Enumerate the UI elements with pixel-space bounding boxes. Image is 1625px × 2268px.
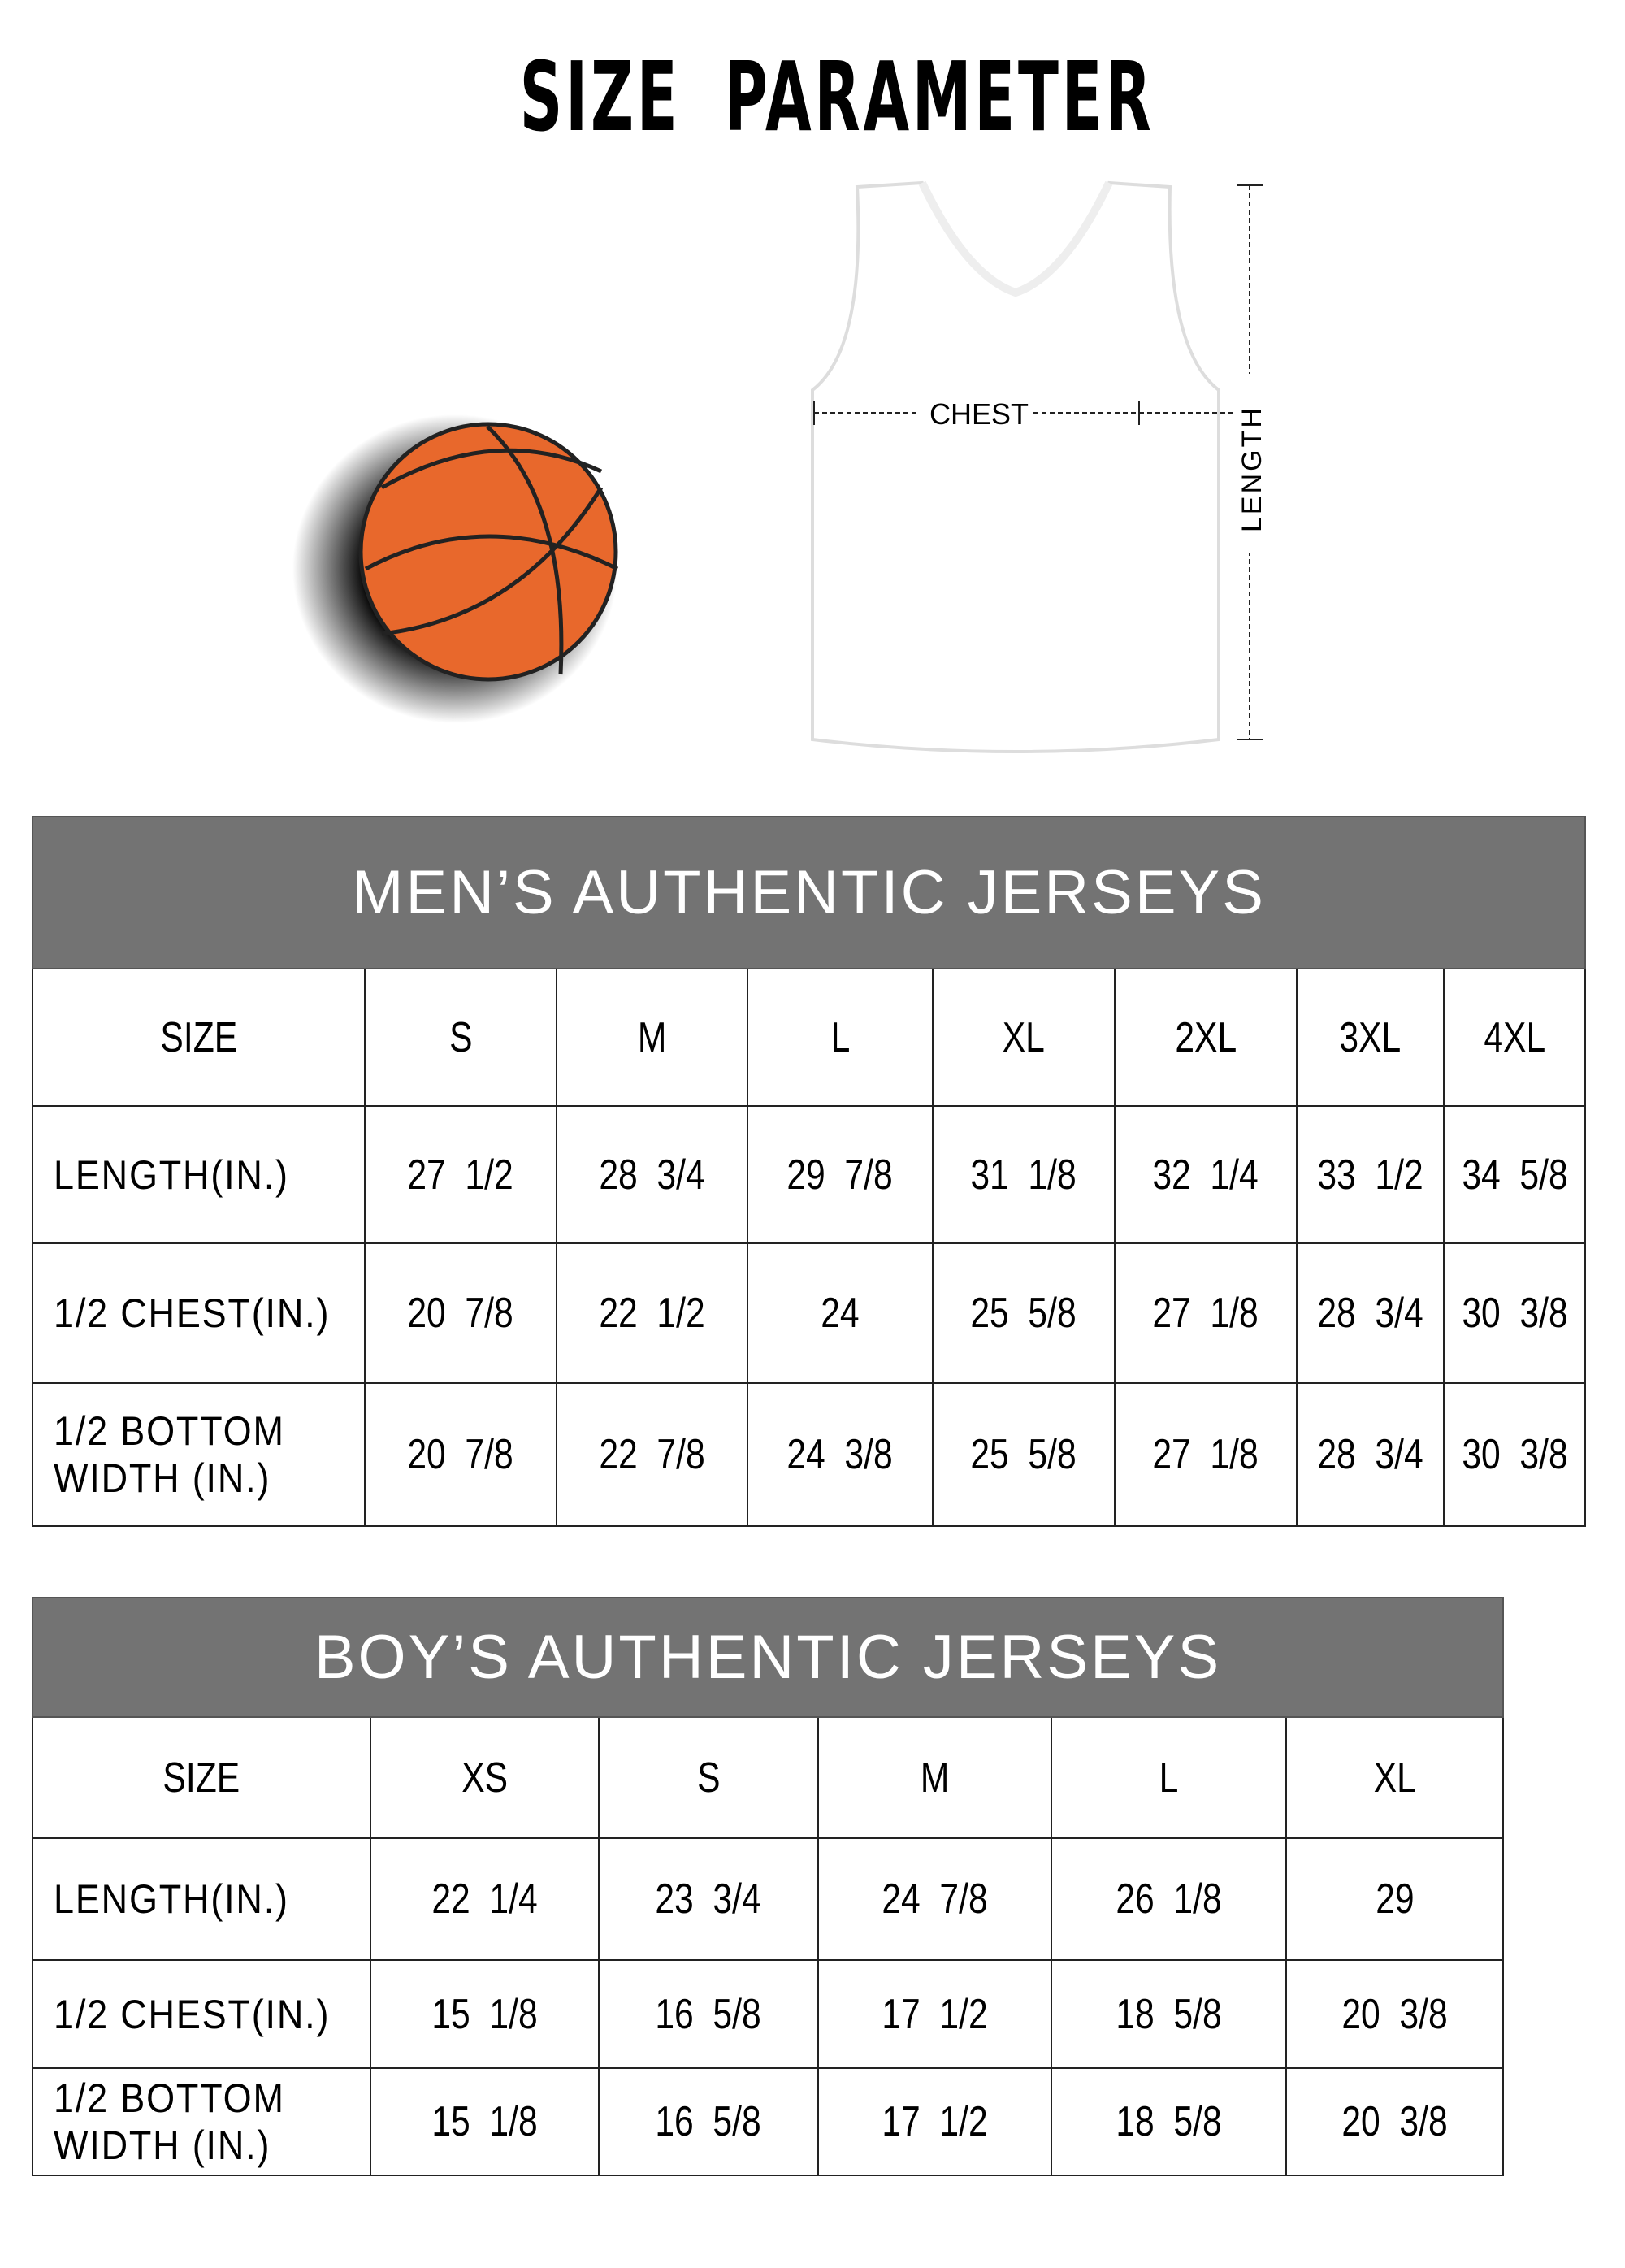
table-cell: 33 1/2 (1296, 1105, 1445, 1244)
table-row: 1/2 BOTTOM WIDTH (IN.) 20 7/8 22 7/8 24 3/8… (32, 1382, 1587, 1527)
boys-size-table: BOY’S AUTHENTIC JERSEYS SIZE XS S M L XL LENGTH… (32, 1597, 1504, 2176)
table-cell: 27 1/8 (1114, 1242, 1298, 1384)
table-cell: 25 5/8 (932, 1382, 1116, 1527)
table-cell: 20 7/8 (364, 1242, 557, 1384)
row-label: 1/2 CHEST(IN.) (32, 1242, 366, 1384)
table-cell: 20 3/8 (1285, 2067, 1504, 2176)
column-header: 2XL (1114, 968, 1298, 1107)
table-cell: 29 7/8 (747, 1105, 934, 1244)
column-header: L (747, 968, 934, 1107)
table-cell: 31 1/8 (932, 1105, 1116, 1244)
table-cell: 25 5/8 (932, 1242, 1116, 1384)
table-cell: 20 3/8 (1285, 1959, 1504, 2069)
table-cell: 24 (747, 1242, 934, 1384)
column-header: 4XL (1442, 968, 1587, 1107)
column-header: M (817, 1716, 1052, 1839)
table-cell: 23 3/4 (598, 1837, 819, 1961)
table-cell: 28 3/4 (1296, 1242, 1445, 1384)
table-cell: 22 7/8 (556, 1382, 748, 1527)
column-header: 3XL (1296, 968, 1445, 1107)
table-cell: 24 3/8 (747, 1382, 934, 1527)
size-header-row: SIZE XS S M L XL (32, 1716, 1504, 1839)
column-header: XL (932, 968, 1116, 1107)
column-header: M (556, 968, 748, 1107)
column-header: S (598, 1716, 819, 1839)
table-cell: 17 1/2 (817, 2067, 1052, 2176)
table-cell: 30 3/8 (1442, 1242, 1587, 1384)
basketball-icon (292, 414, 619, 723)
table-cell: 20 7/8 (364, 1382, 557, 1527)
column-header: SIZE (32, 968, 366, 1107)
table-cell: 17 1/2 (817, 1959, 1052, 2069)
row-label: 1/2 BOTTOM WIDTH (IN.) (32, 1382, 366, 1527)
table-cell: 34 5/8 (1442, 1105, 1587, 1244)
mens-size-table: MEN’S AUTHENTIC JERSEYS SIZE S M L XL 2XL 3XL 4X… (31, 816, 1587, 1527)
column-header: SIZE (32, 1716, 371, 1839)
table-row: LENGTH(IN.) 27 1/2 28 3/4 29 7/8 31 1/8 32 1/… (32, 1105, 1587, 1244)
column-header: XL (1285, 1716, 1504, 1839)
table-row: LENGTH(IN.) 22 1/4 23 3/4 24 7/8 26 1/8 29 (32, 1837, 1504, 1961)
table-cell: 18 5/8 (1051, 1959, 1287, 2069)
table-title: MEN’S AUTHENTIC JERSEYS (31, 816, 1587, 969)
column-header: XS (370, 1716, 600, 1839)
row-label: LENGTH(IN.) (32, 1105, 366, 1244)
table-row: 1/2 BOTTOM WIDTH (IN.) 15 1/8 16 5/8 17 1/2… (32, 2067, 1504, 2176)
table-cell: 22 1/4 (370, 1837, 600, 1961)
page-title: SIZE PARAMETER (519, 41, 1155, 153)
table-row: 1/2 CHEST(IN.) 20 7/8 22 1/2 24 25 5/8 27 1/8… (32, 1242, 1587, 1384)
length-label: LENGTH (1237, 405, 1268, 532)
table-cell: 28 3/4 (556, 1105, 748, 1244)
table-cell: 15 1/8 (370, 1959, 600, 2069)
row-label: LENGTH(IN.) (32, 1837, 371, 1961)
column-header: L (1051, 1716, 1287, 1839)
table-cell: 30 3/8 (1442, 1382, 1587, 1527)
table-cell: 28 3/4 (1296, 1382, 1445, 1527)
column-header: S (364, 968, 557, 1107)
chest-label: CHEST (930, 397, 1029, 431)
table-cell: 15 1/8 (370, 2067, 600, 2176)
table-cell: 32 1/4 (1114, 1105, 1298, 1244)
table-cell: 16 5/8 (598, 2067, 819, 2176)
table-cell: 16 5/8 (598, 1959, 819, 2069)
size-header-row: SIZE S M L XL 2XL 3XL 4XL (32, 968, 1587, 1107)
row-label: 1/2 CHEST(IN.) (32, 1959, 371, 2069)
table-title: BOY’S AUTHENTIC JERSEYS (32, 1597, 1504, 1718)
table-cell: 26 1/8 (1051, 1837, 1287, 1961)
table-cell: 27 1/8 (1114, 1382, 1298, 1527)
table-cell: 29 (1285, 1837, 1504, 1961)
jersey-diagram: CHEST LENGTH (811, 180, 1268, 753)
table-cell: 24 7/8 (817, 1837, 1052, 1961)
table-row: 1/2 CHEST(IN.) 15 1/8 16 5/8 17 1/2 18 5/8 20… (32, 1959, 1504, 2069)
table-cell: 22 1/2 (556, 1242, 748, 1384)
row-label: 1/2 BOTTOM WIDTH (IN.) (32, 2067, 371, 2176)
table-cell: 18 5/8 (1051, 2067, 1287, 2176)
table-cell: 27 1/2 (364, 1105, 557, 1244)
